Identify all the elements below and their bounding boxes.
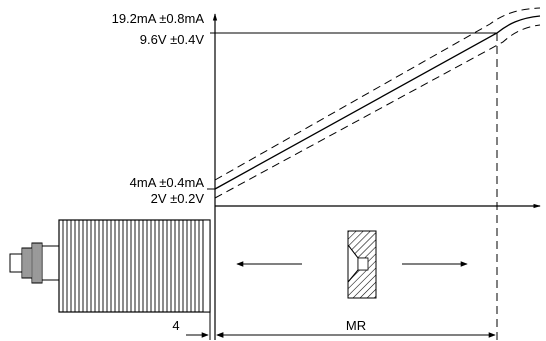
voltage-high-label: 9.6V ±0.4V: [140, 32, 205, 47]
target-icon: [347, 230, 377, 299]
voltage-low-label: 2V ±0.2V: [151, 191, 205, 206]
sensor-icon: [9, 219, 211, 313]
tolerance-band-upper: [214, 7, 541, 181]
current-high-label: 19.2mA ±0.8mA: [112, 11, 205, 26]
tolerance-band-lower: [214, 24, 541, 199]
characteristic-line: [214, 15, 541, 190]
measuring-range-label: MR: [346, 318, 366, 333]
offset-label: 4: [172, 318, 179, 333]
current-low-label: 4mA ±0.4mA: [130, 175, 205, 190]
